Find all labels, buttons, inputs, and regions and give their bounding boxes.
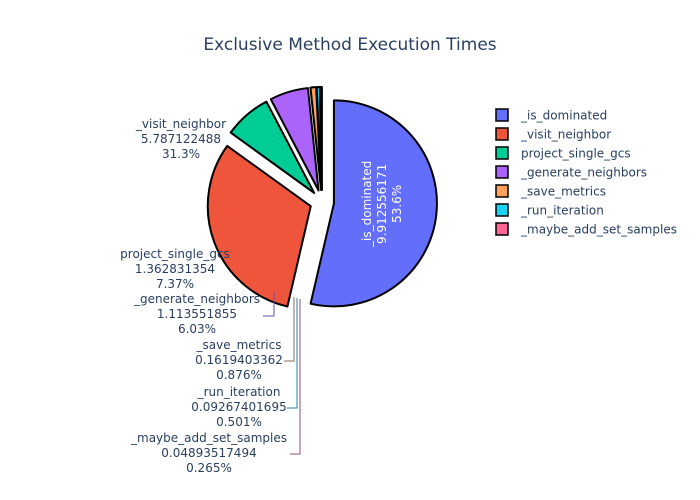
slice-label-is-dominated: _is_dominated9.91255617153.6% xyxy=(360,161,404,248)
slice-generate-neighbors[interactable] xyxy=(269,87,320,192)
slice-label-text: _maybe_add_set_samples xyxy=(130,431,287,445)
legend-item-visit-neighbor[interactable]: _visit_neighbor xyxy=(495,127,611,142)
legend-item-project-single-gcs[interactable]: project_single_gcs xyxy=(495,146,631,161)
leader-line-shadow-run-iteration xyxy=(287,298,298,409)
legend-label: _is_dominated xyxy=(520,109,607,123)
slice-percent-text: 0.501% xyxy=(216,415,262,429)
legend-swatch xyxy=(495,203,509,217)
slice-value-text: 0.1619403362 xyxy=(195,353,283,367)
legend-swatch xyxy=(495,184,509,198)
legend-label: _run_iteration xyxy=(520,204,604,218)
pie-slices xyxy=(206,86,438,308)
legend-swatch xyxy=(495,146,509,160)
legend-label: _save_metrics xyxy=(520,185,606,199)
slice-percent-text: 6.03% xyxy=(178,322,216,336)
legend-item-is-dominated[interactable]: _is_dominated xyxy=(495,108,607,123)
leader-line-maybe-add-set-samples xyxy=(290,299,301,455)
slice-value-text: 0.04893517494 xyxy=(161,446,256,460)
slice-label-generate-neighbors: _generate_neighbors 1.113551855 6.03% xyxy=(133,292,260,336)
legend-label: _maybe_add_set_samples xyxy=(520,223,677,237)
slice-visit-neighbor[interactable] xyxy=(206,144,312,308)
slice-maybe-add-set-samples[interactable] xyxy=(319,86,323,191)
slice-percent-text: 31.3% xyxy=(162,147,200,161)
slice-value-text: 0.09267401695 xyxy=(191,400,286,414)
slice-value-text: 5.787122488 xyxy=(141,132,221,146)
legend-label: _visit_neighbor xyxy=(520,128,611,142)
legend-swatch xyxy=(495,108,509,122)
slice-label-text: _visit_neighbor xyxy=(135,117,226,131)
slice-value-text: 9.912556171 xyxy=(375,164,389,244)
slice-percent-text: 7.37% xyxy=(156,277,194,291)
legend-item-maybe-add-set-samples[interactable]: _maybe_add_set_samples xyxy=(495,222,677,237)
legend-label: project_single_gcs xyxy=(521,147,631,161)
slice-label-text: project_single_gcs xyxy=(120,247,230,261)
legend-swatch xyxy=(495,222,509,236)
slice-label-text: _save_metrics xyxy=(196,338,282,352)
slice-label-text: _is_dominated xyxy=(360,161,374,248)
slice-label-run-iteration: _run_iteration 0.09267401695 0.501% xyxy=(191,385,286,429)
legend-swatch xyxy=(495,165,509,179)
slice-label-save-metrics: _save_metrics 0.1619403362 0.876% xyxy=(195,338,283,382)
slice-project-single-gcs[interactable] xyxy=(229,100,316,194)
leader-line-shadow-save-metrics xyxy=(284,297,295,362)
slice-label-text: _generate_neighbors xyxy=(133,292,260,306)
slice-value-text: 1.362831354 xyxy=(135,262,215,276)
slice-percent-text: 0.876% xyxy=(216,368,262,382)
slice-value-text: 1.113551855 xyxy=(157,307,237,321)
slice-percent-text: 0.265% xyxy=(186,461,232,475)
leader-line-shadow-generate-neighbors xyxy=(263,292,275,317)
slice-is-dominated[interactable] xyxy=(309,99,438,308)
slice-percent-text: 53.6% xyxy=(390,185,404,223)
legend-item-save-metrics[interactable]: _save_metrics xyxy=(495,184,606,199)
legend-label: _generate_neighbors xyxy=(520,166,647,180)
slice-label-visit-neighbor: _visit_neighbor 5.787122488 31.3% xyxy=(135,117,226,161)
legend-item-run-iteration[interactable]: _run_iteration xyxy=(495,203,604,218)
leader-line-shadow-maybe-add-set-samples xyxy=(290,299,301,455)
leader-line-run-iteration xyxy=(287,298,298,409)
slice-label-maybe-add-set-samples: _maybe_add_set_samples 0.04893517494 0.265… xyxy=(130,431,287,475)
pie-labels: _is_dominated9.91255617153.6% _visit_neig… xyxy=(120,117,404,475)
slice-label-project-single-gcs: project_single_gcs 1.362831354 7.37% xyxy=(120,247,230,291)
chart-title: Exclusive Method Execution Times xyxy=(203,35,496,55)
legend[interactable]: _is_dominated _visit_neighbor project_sing… xyxy=(495,108,677,237)
slice-label-text: _run_iteration xyxy=(197,385,281,399)
legend-item-generate-neighbors[interactable]: _generate_neighbors xyxy=(495,165,647,180)
legend-swatch xyxy=(495,127,509,141)
